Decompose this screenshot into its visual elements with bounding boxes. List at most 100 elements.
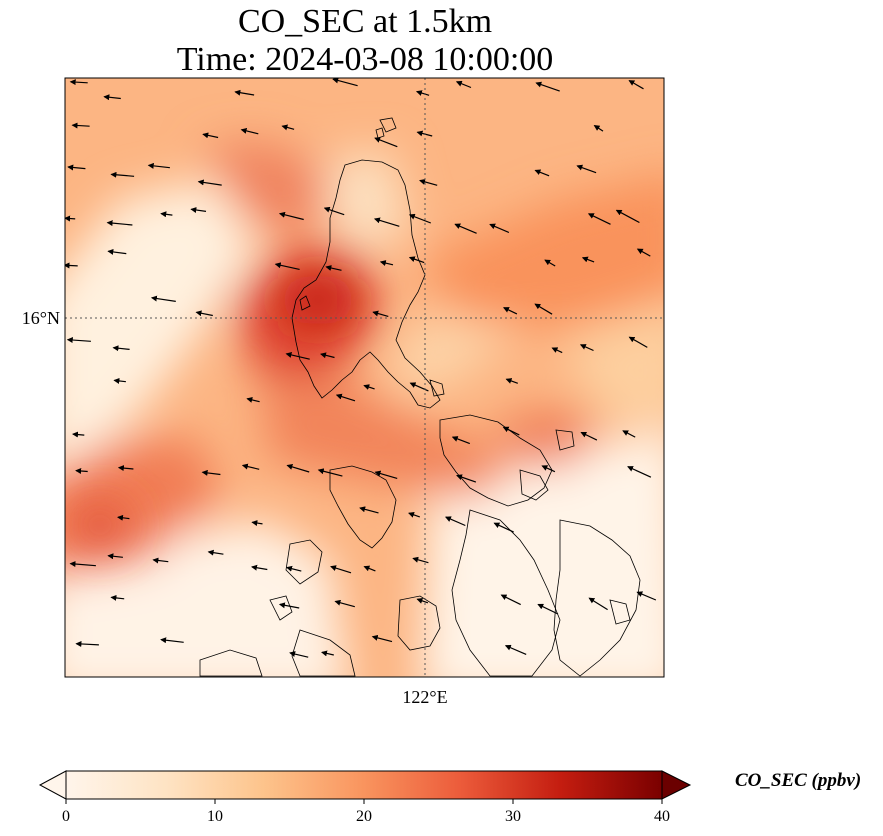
concentration-field — [65, 78, 664, 677]
wind-arrow — [75, 640, 99, 647]
wind-arrow — [323, 206, 345, 216]
wind-arrow — [451, 436, 471, 445]
wind-arrow — [408, 256, 425, 264]
wind-arrow — [71, 122, 90, 129]
wind-arrow — [152, 557, 169, 564]
map-frame — [64, 77, 665, 678]
wind-arrow — [379, 260, 394, 266]
wind-arrow — [579, 344, 594, 352]
wind-arrow — [75, 467, 88, 474]
wind-arrow — [335, 393, 356, 402]
wind-arrow — [363, 384, 375, 390]
wind-arrow — [535, 81, 560, 92]
wind-arrow — [500, 594, 521, 606]
wind-arrow — [150, 295, 176, 302]
plot-title-line-2: Time: 2024-03-08 10:00:00 — [176, 41, 554, 78]
wind-arrow — [103, 94, 121, 101]
wind-arrow — [113, 377, 126, 384]
lon-label-122e: 122°E — [402, 687, 447, 707]
wind-arrow — [359, 506, 379, 514]
wind-arrow — [587, 213, 611, 225]
wind-arrow — [502, 426, 520, 436]
wind-arrow — [107, 248, 127, 255]
wind-arrow — [581, 256, 595, 263]
wind-arrow — [207, 549, 224, 556]
wind-arrow — [371, 634, 393, 643]
wind-arrow — [251, 520, 263, 527]
wind-arrow — [493, 522, 514, 533]
wind-arrow — [576, 164, 597, 174]
wind-arrow — [112, 345, 130, 352]
wind-arrow — [541, 465, 556, 473]
wind-arrow — [65, 262, 78, 269]
wind-arrow — [246, 396, 260, 403]
wind-arrow — [551, 347, 563, 354]
wind-arrow — [67, 164, 86, 171]
wind-arrow — [240, 127, 259, 135]
wind-arrow — [489, 223, 510, 234]
wind-arrow — [117, 514, 130, 521]
wind-arrow — [234, 89, 255, 96]
wind-arrow — [505, 378, 519, 384]
wind-arrow — [69, 79, 88, 86]
wind-arrow — [622, 430, 636, 438]
wind-arrow — [454, 223, 477, 234]
wind-arrow — [332, 78, 358, 87]
wind-arrow — [408, 213, 432, 224]
wind-arrow — [615, 209, 640, 224]
wind-arrow — [504, 644, 527, 655]
colorbar-label: CO_SEC (ppbv) — [735, 770, 862, 791]
wind-arrow — [628, 80, 644, 90]
wind-arrow — [251, 564, 268, 571]
colorbar-tick-label: 20 — [356, 808, 372, 825]
wind-arrow — [502, 307, 518, 315]
wind-arrow — [69, 561, 96, 568]
colorbar: 0 10 20 30 40 — [38, 770, 692, 825]
wind-arrow — [444, 516, 466, 527]
wind-arrow — [456, 474, 477, 483]
wind-arrow — [636, 591, 657, 601]
wind-arrow — [627, 466, 652, 478]
lat-label-16n: 16°N — [22, 308, 60, 328]
wind-arrow — [373, 217, 400, 227]
wind-arrow — [202, 132, 219, 139]
wind-arrow — [285, 352, 310, 360]
wind-arrow — [201, 469, 221, 476]
wind-arrow — [636, 248, 651, 257]
wind-arrow — [534, 303, 553, 315]
wind-arrow — [321, 650, 334, 657]
colorbar-tick-label: 10 — [207, 808, 223, 825]
wind-arrow — [419, 178, 438, 186]
wind-vectors — [65, 78, 657, 658]
wind-arrow — [372, 310, 389, 317]
wind-arrow — [593, 125, 604, 132]
wind-arrow — [412, 556, 429, 564]
wind-arrow — [289, 651, 309, 658]
wind-arrow — [544, 259, 556, 267]
wind-arrow — [534, 169, 550, 177]
wind-arrow — [107, 553, 123, 560]
wind-arrow — [197, 179, 222, 186]
wind-arrow — [72, 431, 85, 438]
plot-title-line-1: CO_SEC at 1.5km — [237, 3, 493, 40]
wind-arrow — [274, 262, 300, 270]
wind-arrow — [374, 470, 398, 479]
wind-arrow — [330, 565, 352, 574]
colorbar-max-extend — [661, 770, 692, 800]
wind-arrow — [317, 468, 343, 477]
colorbar-tick-label: 30 — [505, 808, 521, 825]
wind-arrow — [190, 207, 207, 213]
wind-arrow — [415, 90, 430, 96]
colorbar-tick-label: 0 — [62, 808, 70, 825]
wind-arrow — [106, 220, 133, 227]
colorbar-gradient — [65, 770, 663, 800]
wind-arrow — [416, 597, 429, 604]
wind-arrow — [241, 463, 260, 470]
wind-arrow — [374, 137, 398, 148]
wind-arrow — [65, 215, 76, 222]
wind-arrow — [320, 352, 335, 359]
wind-arrow — [455, 80, 472, 89]
wind-arrow — [110, 594, 125, 601]
colorbar-tick-label: 40 — [654, 808, 670, 825]
